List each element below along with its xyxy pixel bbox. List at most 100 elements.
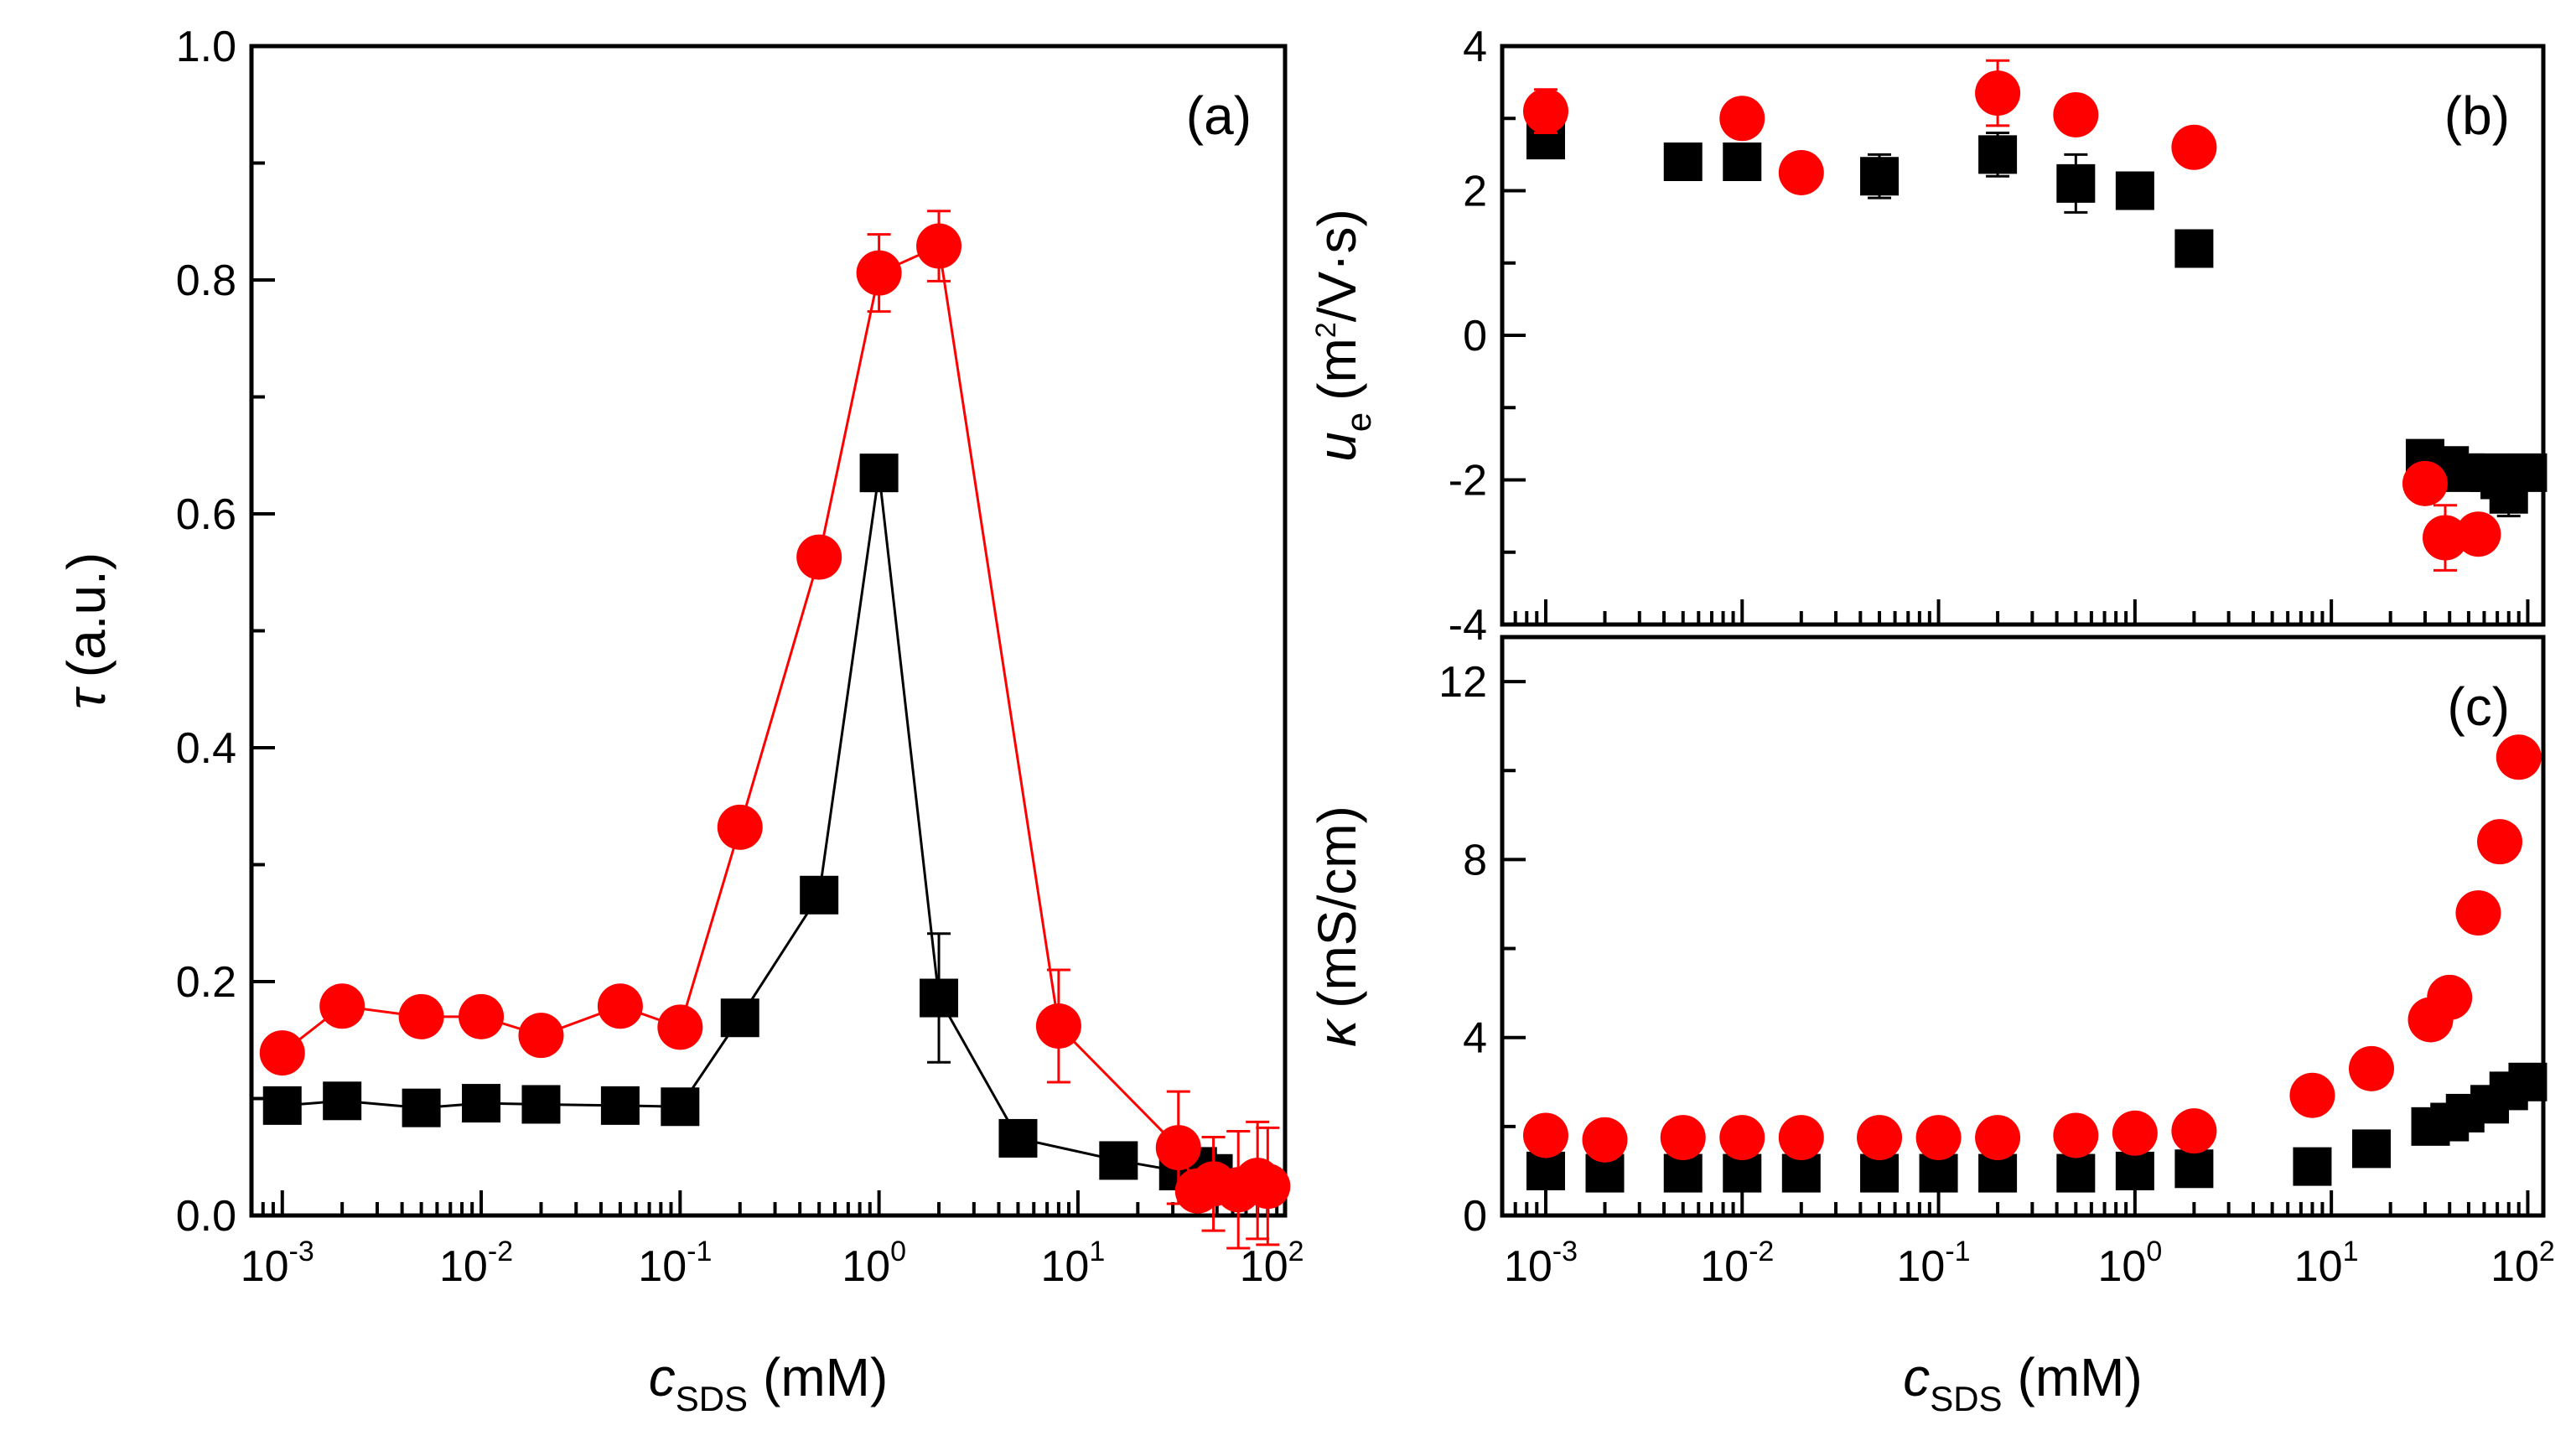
series-red-circles <box>259 210 1291 1250</box>
x-tick-label: 100 <box>2097 1236 2162 1291</box>
x-tick-base: 10 <box>2097 1242 2146 1291</box>
x-tick-label: 100 <box>842 1236 906 1291</box>
x-axis-label-unit: (mM) <box>2018 1347 2143 1407</box>
plot-frame <box>1500 635 2546 1218</box>
data-point-circle <box>2455 890 2501 936</box>
data-point-circle <box>2427 974 2473 1020</box>
y-axis-label-symbol: τ <box>56 686 117 709</box>
x-axis-label: cSDS (mM) <box>1903 1347 2143 1418</box>
y-axis-label-unit: (a.u.) <box>56 552 117 677</box>
data-point-square <box>600 1086 640 1125</box>
data-point-square <box>1723 143 1762 181</box>
data-point-circle <box>398 993 444 1039</box>
series-black-squares <box>262 453 1233 1193</box>
data-point-square <box>2056 1153 2096 1193</box>
x-axis-label-subscript: SDS <box>1930 1379 2002 1418</box>
x-tick-label: 102 <box>2490 1236 2555 1291</box>
x-axis-label-symbol: c <box>649 1347 676 1407</box>
data-point-square <box>462 1084 501 1123</box>
x-tick-base: 10 <box>1041 1242 1090 1291</box>
data-point-circle <box>459 993 505 1039</box>
x-tick-base: 10 <box>1240 1242 1288 1291</box>
x-tick-exponent: 1 <box>1089 1236 1105 1267</box>
x-tick-exponent: -3 <box>289 1236 314 1267</box>
y-axis-label-symbol: κ <box>1307 1018 1367 1047</box>
x-tick-label: 10-3 <box>241 1236 314 1291</box>
data-point-square <box>998 1118 1038 1158</box>
data-point-circle <box>1522 88 1568 134</box>
y-tick-label: 4 <box>1463 1014 1487 1063</box>
x-tick-exponent: 0 <box>890 1236 906 1267</box>
y-axis-label: τ (a.u.) <box>56 552 117 709</box>
x-tick-base: 10 <box>1700 1242 1749 1291</box>
y-tick-label: 12 <box>1438 658 1487 707</box>
x-tick-exponent: 2 <box>1288 1236 1304 1267</box>
x-tick-label: 10-1 <box>1897 1236 1971 1291</box>
data-point-square <box>1978 135 2018 174</box>
data-point-circle <box>1975 1115 2021 1161</box>
data-point-square <box>2174 1149 2214 1189</box>
data-point-square <box>1860 157 1900 196</box>
data-point-circle <box>2477 819 2523 865</box>
data-point-square <box>2508 453 2547 492</box>
panel-label: (a) <box>1186 86 1252 146</box>
y-tick-label: 0 <box>1463 312 1487 360</box>
data-point-circle <box>1245 1164 1291 1210</box>
data-point-circle <box>1035 1003 1081 1050</box>
x-tick-base: 10 <box>2294 1242 2343 1291</box>
data-point-square <box>1663 143 1703 181</box>
y-axis-label-symbol: u <box>1307 432 1367 462</box>
data-point-square <box>262 1086 302 1125</box>
data-point-square <box>2174 229 2214 268</box>
data-point-square <box>1919 1153 1958 1193</box>
data-point-square <box>402 1088 441 1127</box>
data-point-circle <box>1778 1115 1824 1161</box>
x-tick-exponent: 1 <box>2343 1236 2359 1267</box>
data-point-circle <box>597 983 643 1029</box>
data-point-square <box>661 1087 700 1127</box>
data-point-circle <box>717 804 763 850</box>
y-tick-label: 0.0 <box>176 1192 236 1241</box>
x-tick-base: 10 <box>1897 1242 1946 1291</box>
data-point-circle <box>2348 1045 2394 1091</box>
data-point-square <box>2351 1129 2391 1169</box>
data-point-square <box>2293 1147 2332 1186</box>
x-tick-exponent: -2 <box>1749 1236 1774 1267</box>
x-tick-label: 10-2 <box>439 1236 513 1291</box>
y-axis-label-unit: (mS/cm) <box>1307 806 1367 1008</box>
x-tick-exponent: -1 <box>687 1236 712 1267</box>
x-tick-exponent: -2 <box>488 1236 513 1267</box>
y-tick-label: 0.6 <box>176 490 236 539</box>
y-axis-label-unit: (m <box>1307 338 1367 401</box>
x-tick-label: 101 <box>2294 1236 2359 1291</box>
y-axis-label-subscript: e <box>1339 412 1378 432</box>
y-tick-label: 0 <box>1463 1192 1487 1241</box>
data-point-circle <box>1857 1115 1903 1161</box>
x-tick-base: 10 <box>2490 1242 2539 1291</box>
data-point-square <box>1978 1153 2018 1193</box>
y-tick-label: 4 <box>1463 23 1487 71</box>
y-axis-label: ue (m2/V·s) <box>1307 209 1378 462</box>
data-point-circle <box>2112 1110 2158 1156</box>
x-tick-label: 102 <box>1240 1236 1304 1291</box>
data-point-circle <box>2053 1112 2099 1158</box>
x-axis-label-symbol: c <box>1903 1347 1930 1407</box>
y-tick-label: 8 <box>1463 836 1487 884</box>
data-point-square <box>1099 1141 1138 1180</box>
data-point-circle <box>1582 1117 1628 1163</box>
data-point-circle <box>856 250 902 296</box>
x-tick-exponent: -1 <box>1945 1236 1970 1267</box>
y-tick-label: 0.2 <box>176 958 236 1007</box>
data-point-circle <box>1719 96 1765 142</box>
x-tick-base: 10 <box>439 1242 488 1291</box>
data-point-square <box>1723 1153 1762 1193</box>
data-point-square <box>1781 1153 1821 1193</box>
data-point-square <box>521 1085 561 1124</box>
data-point-circle <box>1522 1112 1568 1158</box>
data-point-circle <box>1975 70 2021 117</box>
data-point-square <box>2115 171 2154 210</box>
data-point-circle <box>2402 460 2448 506</box>
y-axis-label-unit-rest: /V·s) <box>1307 209 1367 322</box>
